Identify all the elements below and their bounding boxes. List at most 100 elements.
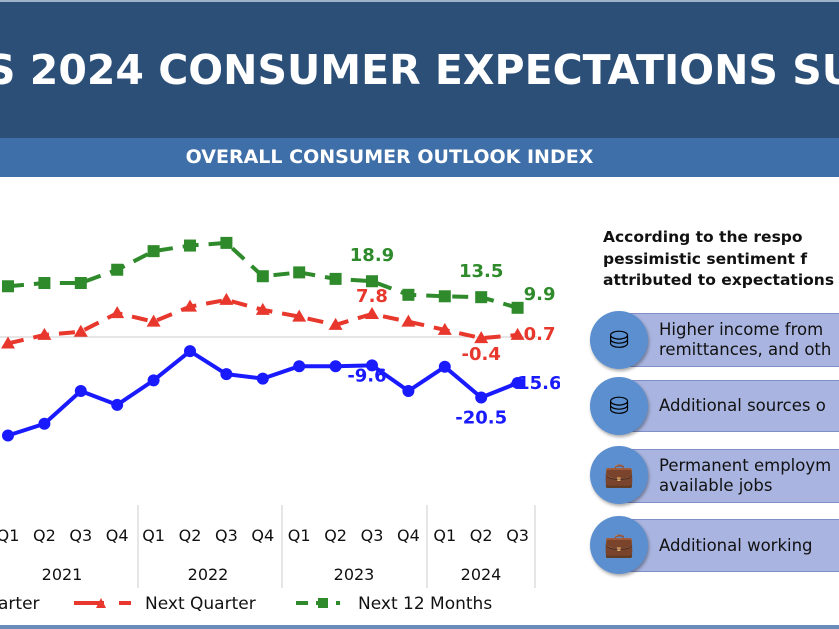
reason-text: Permanent employm: [659, 456, 832, 475]
data-point: [73, 324, 88, 337]
data-point: [219, 292, 234, 305]
intro-line: pessimistic sentiment f: [603, 249, 808, 268]
data-label: -20.5: [455, 407, 507, 428]
data-point: [184, 239, 196, 252]
legend-label: Next Quarter: [145, 594, 256, 614]
data-label: -0.4: [462, 344, 501, 365]
data-point: [438, 290, 451, 303]
year-label: 2021: [42, 565, 83, 584]
data-point: [293, 266, 306, 279]
data-point: [511, 301, 524, 314]
data-point: [110, 306, 125, 319]
year-label: 2023: [334, 565, 375, 584]
data-point: [365, 306, 379, 319]
data-point: [438, 360, 451, 373]
data-point: [402, 288, 415, 301]
data-point: [38, 277, 51, 290]
data-point: [401, 314, 416, 327]
outlook-line-chart: -9.6 -20.5-15.6 7.8 -0.4 0.7 18.9 13.5 9.9 Q1 Q2 Q…: [0, 236, 560, 614]
data-point: [329, 272, 342, 285]
bottom-border: [0, 625, 839, 629]
data-point: [256, 270, 269, 283]
x-tick-label: Q3: [69, 526, 92, 545]
intro-line: According to the respo: [603, 228, 803, 246]
reason-text: Additional sources o: [659, 396, 826, 415]
reason-item: Higher income from remittances, and oth: [615, 313, 839, 367]
x-tick-label: Q2: [324, 526, 347, 545]
legend-label: arter: [0, 594, 40, 614]
briefcase-icon: 💼: [590, 516, 648, 574]
data-label: -15.6: [510, 373, 560, 394]
reason-text: Additional working: [659, 535, 813, 555]
data-point: [2, 429, 14, 442]
data-point: [329, 360, 342, 373]
data-point: [111, 398, 124, 411]
data-label: 18.9: [350, 245, 394, 266]
x-tick-label: Q4: [397, 526, 420, 545]
coins-icon: ⛁: [590, 311, 648, 369]
data-point: [147, 245, 160, 258]
data-point: [111, 263, 124, 276]
x-tick-label: Q1: [142, 526, 165, 545]
year-label: 2022: [188, 565, 229, 584]
coins-icon: ⛁: [590, 377, 648, 435]
intro-line: attributed to expectations: [603, 271, 835, 289]
data-point: [293, 360, 306, 373]
x-tick-label: Q1: [433, 526, 456, 545]
data-point: [511, 377, 524, 390]
data-point: [147, 374, 160, 387]
data-label: 13.5: [459, 261, 503, 282]
data-point: [1, 336, 15, 349]
x-tick-label: Q4: [106, 526, 129, 545]
legend-label: Next 12 Months: [358, 594, 492, 614]
x-tick-label: Q2: [470, 526, 493, 545]
legend-marker: [318, 598, 328, 608]
data-point: [37, 327, 52, 340]
data-label: 0.7: [524, 324, 556, 345]
x-tick-label: Q2: [33, 526, 56, 545]
x-tick-label: Q1: [0, 526, 19, 545]
x-tick-label: Q4: [251, 526, 274, 545]
x-tick-label: Q3: [361, 526, 384, 545]
x-tick-label: Q3: [506, 526, 529, 545]
legend-marker: [96, 598, 106, 608]
data-label: 9.9: [524, 284, 556, 305]
reason-text: Higher income from: [659, 320, 824, 339]
section-title: OVERALL CONSUMER OUTLOOK INDEX: [0, 138, 839, 177]
data-point: [366, 359, 378, 372]
data-point: [256, 372, 269, 385]
reason-item: Additional sources o: [615, 380, 839, 432]
reason-item: Additional working: [615, 519, 839, 572]
data-point: [474, 331, 489, 344]
briefcase-icon: 💼: [590, 446, 648, 504]
data-point: [146, 314, 161, 327]
x-tick-label: Q2: [179, 526, 202, 545]
data-point: [255, 302, 270, 315]
data-point: [74, 384, 87, 397]
intro-text: According to the respo pessimistic senti…: [603, 227, 839, 292]
reason-item: Permanent employm available jobs: [615, 449, 839, 503]
x-tick-label: Q3: [215, 526, 238, 545]
data-point: [38, 417, 51, 430]
data-label: 7.8: [356, 286, 388, 307]
data-point: [366, 275, 378, 288]
data-point: [74, 277, 87, 290]
data-point: [437, 322, 452, 335]
data-point: [220, 368, 233, 381]
data-point: [183, 299, 197, 312]
year-label: 2024: [461, 565, 502, 584]
header-banner: S 2024 CONSUMER EXPECTATIONS SU: [0, 0, 839, 138]
data-label: -9.6: [347, 365, 386, 386]
data-point: [402, 384, 415, 397]
data-point: [2, 280, 14, 293]
data-point: [220, 236, 233, 249]
data-point: [328, 317, 343, 330]
data-point: [292, 309, 307, 322]
reason-text: available jobs: [659, 476, 773, 495]
data-point: [475, 391, 488, 404]
data-point: [184, 345, 196, 358]
x-tick-label: Q1: [288, 526, 311, 545]
reason-text: remittances, and oth: [659, 340, 832, 359]
data-point: [475, 291, 488, 304]
data-point: [510, 327, 525, 340]
